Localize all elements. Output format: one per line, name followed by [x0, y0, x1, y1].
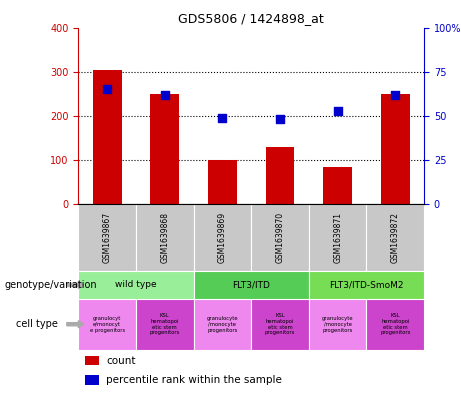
Bar — [366, 299, 424, 350]
Bar — [251, 299, 309, 350]
Text: percentile rank within the sample: percentile rank within the sample — [106, 375, 282, 386]
Text: wild type: wild type — [115, 281, 157, 289]
Bar — [309, 299, 366, 350]
Text: granulocyt
e/monocyt
e progenitors: granulocyt e/monocyt e progenitors — [89, 316, 125, 332]
Bar — [85, 375, 99, 385]
Bar — [266, 147, 295, 204]
Text: genotype/variation: genotype/variation — [5, 280, 97, 290]
Bar — [323, 167, 352, 204]
Text: GSM1639869: GSM1639869 — [218, 212, 227, 263]
Text: count: count — [106, 356, 136, 366]
Bar — [136, 204, 194, 271]
Bar — [309, 271, 424, 299]
Text: GSM1639870: GSM1639870 — [276, 212, 284, 263]
Bar — [150, 94, 179, 204]
Bar — [85, 356, 99, 365]
Bar — [194, 299, 251, 350]
Bar — [78, 204, 136, 271]
Bar — [251, 204, 309, 271]
Bar — [78, 271, 194, 299]
Text: GSM1639868: GSM1639868 — [160, 212, 169, 263]
Bar — [93, 70, 122, 204]
Text: FLT3/ITD: FLT3/ITD — [232, 281, 270, 289]
Point — [277, 116, 284, 123]
Bar — [381, 94, 410, 204]
Text: FLT3/ITD-SmoM2: FLT3/ITD-SmoM2 — [329, 281, 404, 289]
Point — [334, 107, 341, 114]
Bar — [309, 204, 366, 271]
Bar — [194, 271, 309, 299]
Text: KSL
hematopoi
etic stem
progenitors: KSL hematopoi etic stem progenitors — [150, 313, 180, 335]
Point — [103, 86, 111, 93]
Bar — [136, 299, 194, 350]
Bar — [366, 204, 424, 271]
Point — [219, 115, 226, 121]
Bar — [194, 204, 251, 271]
Bar — [78, 299, 136, 350]
Text: GSM1639871: GSM1639871 — [333, 212, 342, 263]
Text: KSL
hematopoi
etic stem
progenitors: KSL hematopoi etic stem progenitors — [380, 313, 410, 335]
Text: granulocyte
/monocyte
progenitors: granulocyte /monocyte progenitors — [322, 316, 354, 332]
Text: GSM1639867: GSM1639867 — [103, 212, 112, 263]
Bar — [208, 160, 237, 204]
Point — [161, 92, 169, 98]
Text: cell type: cell type — [16, 319, 58, 329]
Point — [392, 92, 399, 98]
Text: GSM1639872: GSM1639872 — [391, 212, 400, 263]
Text: KSL
hematopoi
etic stem
progenitors: KSL hematopoi etic stem progenitors — [265, 313, 295, 335]
Title: GDS5806 / 1424898_at: GDS5806 / 1424898_at — [178, 12, 324, 25]
Text: granulocyte
/monocyte
progenitors: granulocyte /monocyte progenitors — [207, 316, 238, 332]
